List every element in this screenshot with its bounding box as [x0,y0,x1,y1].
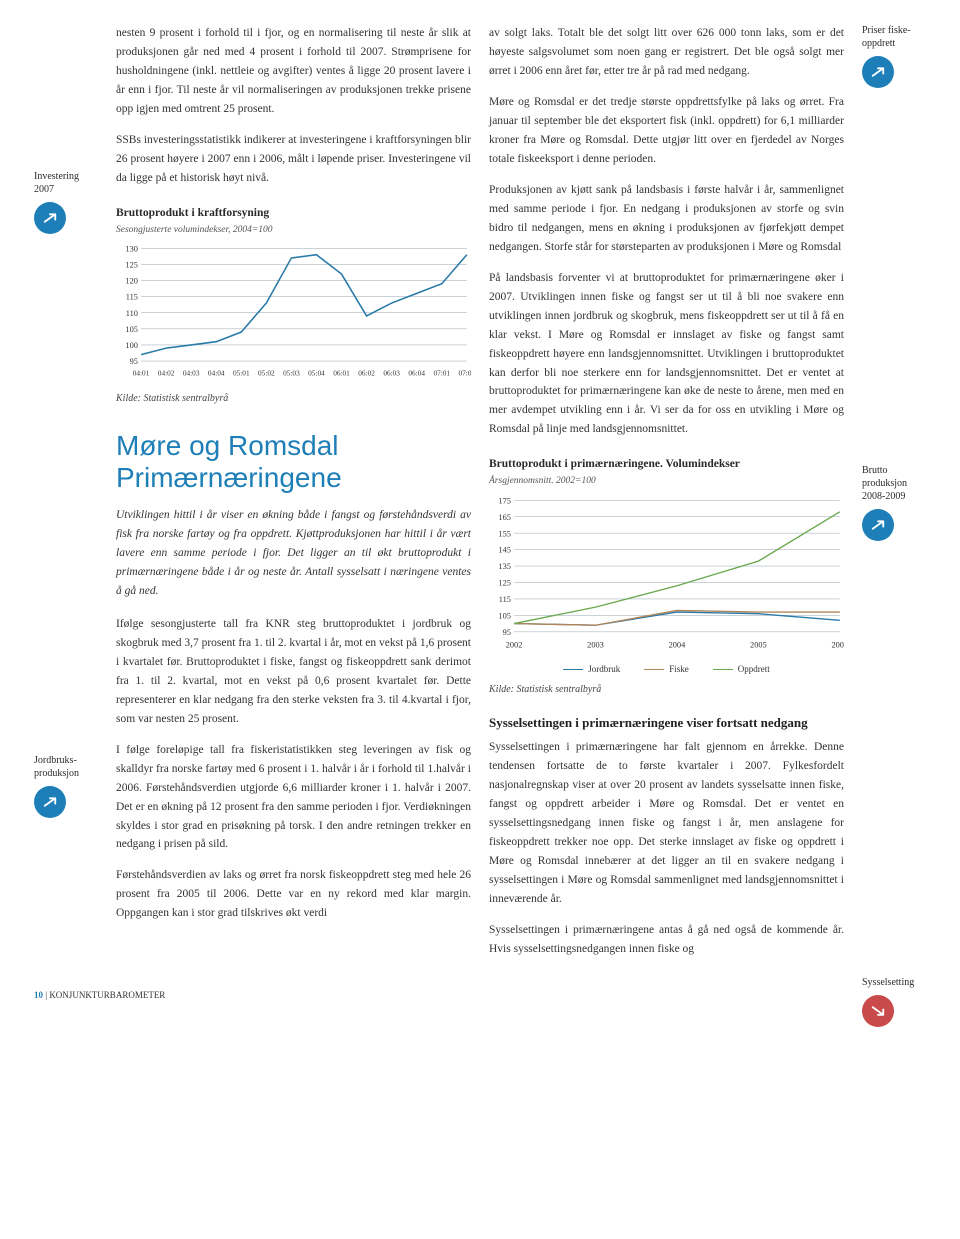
svg-text:2003: 2003 [587,640,604,649]
svg-text:07:01: 07:01 [433,369,450,378]
chart-legend: Jordbruk Fiske Oppdrett [489,662,844,677]
legend-swatch [644,669,664,670]
svg-text:05:01: 05:01 [233,369,250,378]
column-left: nesten 9 prosent i forhold til i fjor, o… [116,24,471,970]
paragraph: Førstehåndsverdien av laks og ørret fra … [116,866,471,923]
multi-line-chart-svg: 95 105 115 125 135 145 155 165 175 2002 2003 2004 20… [489,494,844,651]
chart-canvas: 95 105 115 125 135 145 155 165 175 2002 2003 2004 20… [489,494,844,658]
legend-item: Fiske [644,662,689,677]
left-margin: Investering 2007 Jordbruks- produksjon [34,24,98,970]
right-margin: Priser fiske- oppdrett Brutto produksjon… [862,24,926,970]
svg-text:04:02: 04:02 [158,369,175,378]
margin-annotation-sysselsetting: Sysselsetting [862,976,914,1027]
paragraph: Ifølge sesongjusterte tall fra KNR steg … [116,615,471,729]
svg-text:06:04: 06:04 [408,369,425,378]
legend-swatch [713,669,733,670]
margin-label: Brutto produksjon 2008-2009 [862,464,907,503]
svg-text:95: 95 [503,628,511,637]
svg-text:105: 105 [498,612,511,621]
margin-annotation-investering: Investering 2007 [34,170,79,234]
column-right: av solgt laks. Totalt ble det solgt litt… [489,24,844,970]
chart-canvas: 95 100 105 110 115 120 125 130 04:01 04:02 04:03 04… [116,242,471,385]
svg-text:2005: 2005 [750,640,767,649]
svg-text:05:04: 05:04 [308,369,325,378]
margin-annotation-priser: Priser fiske- oppdrett [862,24,911,88]
paragraph: I følge foreløpige tall fra fiskeristati… [116,741,471,855]
paragraph: Møre og Romsdal er det tredje største op… [489,93,844,169]
svg-text:2004: 2004 [669,640,687,649]
svg-text:120: 120 [125,277,138,286]
legend-label: Jordbruk [588,662,620,677]
margin-label: Sysselsetting [862,976,914,989]
svg-text:130: 130 [125,245,138,254]
page: Investering 2007 Jordbruks- produksjon n… [0,0,960,988]
svg-text:145: 145 [498,546,511,555]
chart-title: Bruttoprodukt i kraftforsyning [116,204,471,223]
margin-annotation-brutto: Brutto produksjon 2008-2009 [862,464,907,541]
chart-subtitle: Sesongjusterte volumindekser, 2004=100 [116,223,471,239]
footer-title: KONJUNKTURBAROMETER [49,990,165,1000]
chart-kraftforsyning: Bruttoprodukt i kraftforsyning Sesongjus… [116,204,471,408]
arrow-up-icon [862,509,894,541]
paragraph: av solgt laks. Totalt ble det solgt litt… [489,24,844,81]
arrow-up-icon [34,202,66,234]
svg-text:2002: 2002 [506,640,523,649]
svg-text:115: 115 [499,595,511,604]
chart-source: Kilde: Statistisk sentralbyrå [489,682,844,699]
paragraph: SSBs investeringsstatistikk indikerer at… [116,131,471,188]
legend-item: Oppdrett [713,662,770,677]
page-number: 10 [34,990,43,1000]
margin-label: Jordbruks- produksjon [34,754,79,780]
sub-heading: Sysselsettingen i primærnæringene viser … [489,715,844,732]
svg-text:155: 155 [498,529,511,538]
svg-text:07:02: 07:02 [459,369,471,378]
margin-label: Priser fiske- oppdrett [862,24,911,50]
svg-text:105: 105 [125,325,138,334]
svg-text:125: 125 [125,261,138,270]
arrow-down-icon [862,995,894,1027]
paragraph: Sysselsettingen i primærnæringene antas … [489,921,844,959]
svg-text:175: 175 [498,496,511,505]
line-chart-svg: 95 100 105 110 115 120 125 130 04:01 04:02 04:03 04… [116,242,471,378]
svg-text:06:02: 06:02 [358,369,375,378]
arrow-up-icon [862,56,894,88]
svg-text:06:03: 06:03 [383,369,400,378]
legend-label: Fiske [669,662,689,677]
svg-text:04:03: 04:03 [183,369,200,378]
svg-text:05:03: 05:03 [283,369,300,378]
svg-text:06:01: 06:01 [333,369,350,378]
legend-item: Jordbruk [563,662,620,677]
paragraph: Sysselsettingen i primærnæringene har fa… [489,738,844,909]
svg-text:95: 95 [130,358,138,367]
chart-subtitle: Årsgjennomsnitt. 2002=100 [489,474,844,490]
chart-primaernaering: Bruttoprodukt i primærnæringene. Volumin… [489,455,844,699]
paragraph: nesten 9 prosent i forhold til i fjor, o… [116,24,471,119]
paragraph: Produksjonen av kjøtt sank på landsbasis… [489,181,844,257]
arrow-up-icon [34,786,66,818]
margin-label: Investering 2007 [34,170,79,196]
svg-text:04:01: 04:01 [133,369,150,378]
intro-paragraph: Utviklingen hittil i år viser en økning … [116,506,471,601]
legend-label: Oppdrett [738,662,770,677]
margin-annotation-jordbruk: Jordbruks- produksjon [34,754,79,818]
svg-text:04:04: 04:04 [208,369,225,378]
section-title: Møre og RomsdalPrimærnæringene [116,430,471,494]
svg-text:135: 135 [498,562,511,571]
svg-text:165: 165 [498,513,511,522]
svg-text:115: 115 [126,293,138,302]
paragraph: På landsbasis forventer vi at bruttoprod… [489,269,844,440]
svg-text:100: 100 [125,341,138,350]
chart-title: Bruttoprodukt i primærnæringene. Volumin… [489,455,844,474]
svg-text:2006: 2006 [831,640,844,649]
svg-text:05:02: 05:02 [258,369,275,378]
legend-swatch [563,669,583,670]
svg-text:125: 125 [498,579,511,588]
svg-text:110: 110 [126,309,138,318]
page-footer: 10 | KONJUNKTURBAROMETER [0,988,960,1023]
chart-source: Kilde: Statistisk sentralbyrå [116,391,471,408]
